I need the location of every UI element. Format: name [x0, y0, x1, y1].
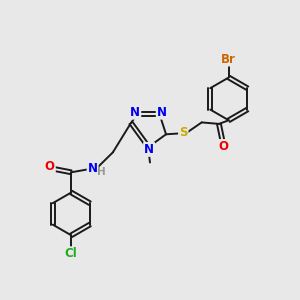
- Text: O: O: [219, 140, 229, 153]
- Text: N: N: [88, 162, 98, 175]
- Text: N: N: [130, 106, 140, 119]
- Text: S: S: [179, 126, 188, 139]
- Text: N: N: [144, 143, 154, 156]
- Text: Cl: Cl: [65, 247, 78, 260]
- Text: N: N: [157, 106, 167, 119]
- Text: H: H: [97, 167, 105, 177]
- Text: Br: Br: [221, 52, 236, 66]
- Text: O: O: [45, 160, 55, 173]
